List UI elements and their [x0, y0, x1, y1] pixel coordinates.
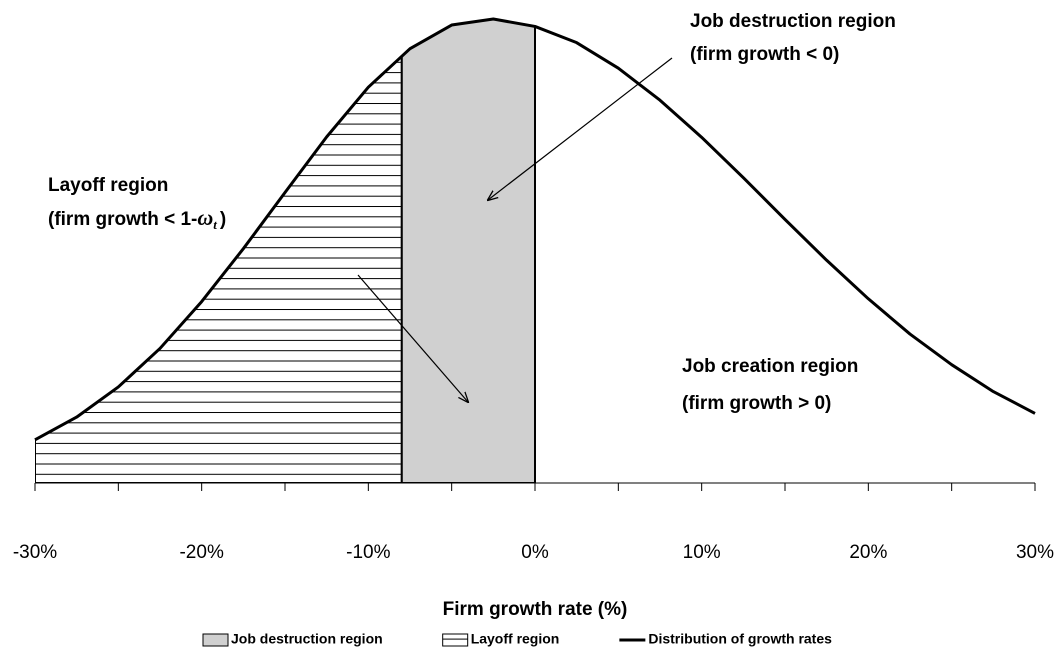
regions [35, 19, 536, 483]
annotation-part: ) [220, 209, 226, 230]
legend-label: Distribution of growth rates [648, 631, 832, 647]
x-tick-label: -20% [179, 542, 223, 563]
annotation: (firm growth > 0) [682, 393, 831, 414]
annotation: (firm growth < 0) [690, 44, 839, 65]
x-tick-label: 30% [1016, 542, 1054, 563]
legend-swatch [202, 633, 229, 647]
x-tick-label: 10% [683, 542, 721, 563]
legend: Job destruction region Layoff region Distr… [202, 631, 832, 647]
region [35, 19, 403, 483]
annotation: Job destruction region [690, 11, 896, 32]
arrow [357, 274, 468, 402]
annotation-part: t [213, 217, 217, 232]
legend-label: Job destruction region [231, 631, 383, 647]
region [400, 19, 536, 483]
annotation-part: ω [197, 205, 213, 230]
curve [34, 17, 1036, 442]
x-axis: -30% -20% -10% 0% 10% 20% 30% [13, 482, 1054, 563]
x-tick-label: 20% [849, 542, 887, 563]
x-tick-label: -10% [346, 542, 390, 563]
legend-swatch [442, 633, 469, 647]
legend-label: Layoff region [471, 631, 560, 647]
annotation: Job creation region [682, 356, 858, 377]
annotation-part: (firm growth < 1- [48, 209, 197, 230]
x-tick-label: 0% [521, 542, 549, 563]
annotation: (firm growth < 1-ωt) [48, 205, 226, 232]
annotation: Layoff region [48, 175, 168, 196]
x-axis-title: Firm growth rate (%) [443, 599, 628, 620]
lines [34, 17, 1036, 442]
x-tick-label: -30% [13, 542, 57, 563]
arrow [488, 57, 673, 200]
